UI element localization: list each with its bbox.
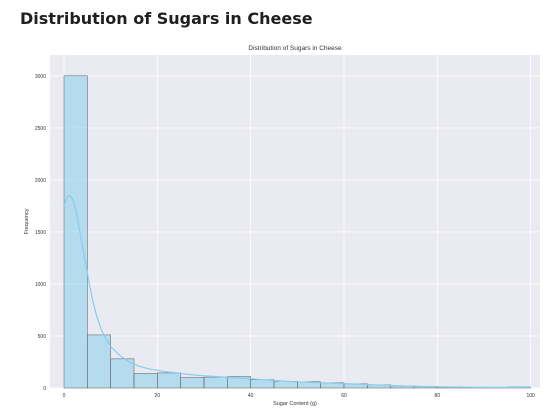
y-tick-label: 1000: [35, 282, 46, 288]
histogram-bar: [250, 379, 275, 389]
histogram-bar: [63, 75, 88, 389]
plot-area: [50, 55, 540, 388]
x-tick-label: 80: [435, 393, 441, 399]
histogram-bar: [157, 372, 181, 389]
x-tick-label: 100: [526, 393, 535, 399]
y-tick-label: 0: [43, 386, 46, 392]
y-tick-label: 3000: [35, 74, 46, 80]
y-tick-label: 1500: [35, 230, 46, 236]
x-axis-label: Sugar Content (g): [273, 401, 317, 407]
y-axis-label: Frequency: [24, 208, 30, 234]
gridlines: [50, 55, 540, 389]
chart-title: Distribution of Sugars in Cheese: [248, 45, 342, 52]
histogram-bar: [203, 376, 228, 389]
y-tick-label: 2000: [35, 178, 46, 184]
page-title: Distribution of Sugars in Cheese: [20, 9, 313, 28]
y-tick-label: 500: [38, 334, 47, 340]
histogram-bar: [180, 377, 205, 389]
kde-curve: [63, 194, 531, 388]
histogram-bar: [87, 334, 111, 389]
x-tick-label: 20: [155, 393, 161, 399]
x-tick-label: 60: [341, 393, 347, 399]
histogram-bars: [63, 75, 531, 389]
histogram-bar: [133, 373, 158, 389]
histogram-bar: [273, 380, 298, 389]
histogram-bar: [110, 358, 135, 389]
y-tick-label: 2500: [35, 126, 46, 132]
x-tick-label: 40: [248, 393, 254, 399]
x-tick-label: 0: [63, 393, 66, 399]
